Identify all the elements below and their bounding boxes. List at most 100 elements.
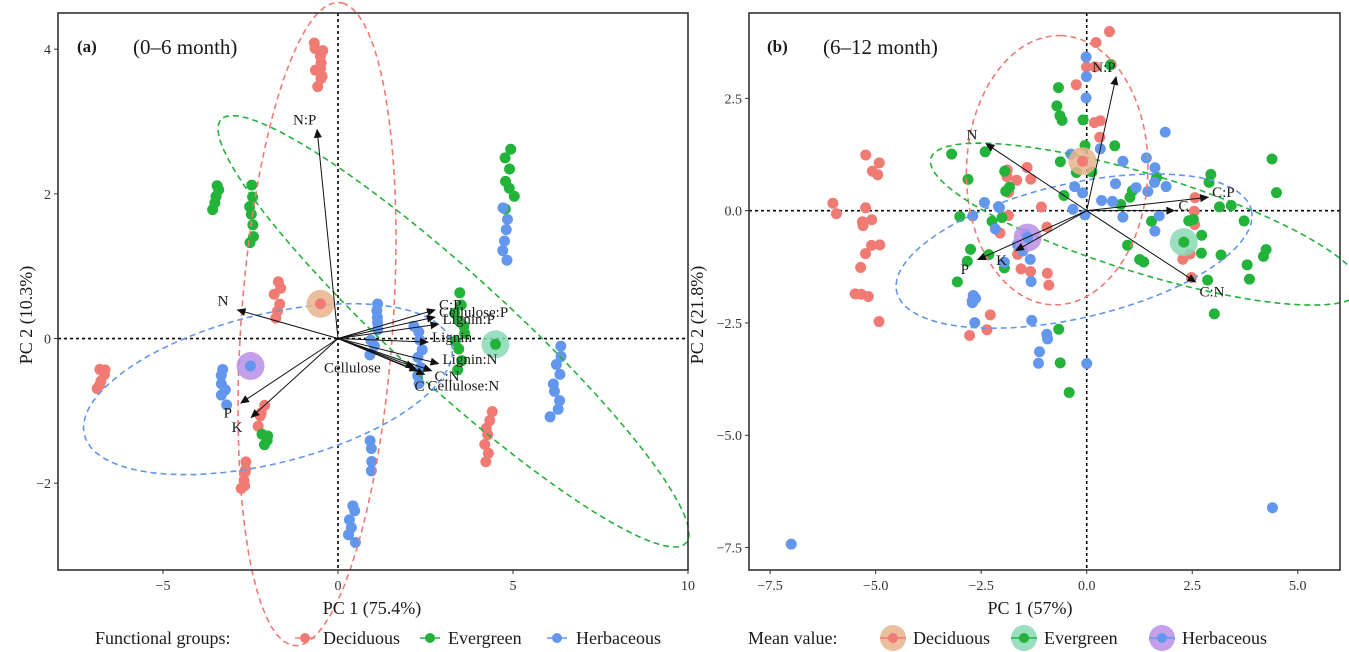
point-herbaceous (364, 435, 376, 447)
vector-lignin (337, 338, 424, 343)
point-evergreen (211, 180, 223, 192)
vector-cellulose (337, 338, 410, 366)
point-evergreen (1202, 274, 1214, 286)
vector-head-c-n (422, 364, 433, 372)
point-herbaceous (1159, 126, 1171, 138)
point-herbaceous (1160, 181, 1172, 193)
point-deciduous (240, 456, 252, 468)
x-tick-label: 0.0 (1078, 579, 1096, 594)
point-herbaceous (1081, 358, 1093, 370)
point-deciduous (1024, 265, 1036, 277)
point-deciduous (1070, 79, 1082, 91)
vector-label-p: P (961, 262, 969, 278)
point-herbaceous (1096, 194, 1108, 206)
point-evergreen (979, 146, 991, 158)
point-deciduous (866, 214, 878, 226)
point-herbaceous (499, 235, 511, 247)
point-deciduous (482, 447, 494, 459)
point-herbaceous (1117, 211, 1129, 223)
vector-label-cellulose-p: Cellulose:P (439, 305, 508, 321)
legend-label-evergreen: Evergreen (448, 628, 522, 648)
point-evergreen (1260, 244, 1272, 256)
point-deciduous (830, 208, 842, 220)
point-herbaceous (1110, 178, 1122, 190)
point-deciduous (827, 197, 839, 209)
point-herbaceous (554, 395, 566, 407)
point-herbaceous (978, 197, 990, 209)
vector-label-n-p: N:P (293, 113, 316, 129)
point-herbaceous (1026, 314, 1038, 326)
point-evergreen (961, 255, 973, 267)
point-deciduous (855, 261, 867, 273)
x-tick-label: 5 (510, 579, 517, 594)
panel-b-subtitle: (6–12 month) (823, 35, 938, 59)
vector-cellulose-p (337, 317, 431, 340)
point-herbaceous (501, 213, 513, 225)
point-herbaceous (347, 500, 359, 512)
vector-label-c-n: C:N (1199, 285, 1224, 301)
legend-mean-key-deciduous (880, 625, 906, 651)
series-herbaceous (785, 51, 1278, 550)
legend-mean-key-evergreen (1011, 625, 1037, 651)
point-herbaceous (215, 378, 227, 390)
point-herbaceous (1266, 502, 1278, 514)
vector-n (990, 146, 1087, 212)
point-evergreen (505, 143, 517, 155)
y-tick-label: 2 (44, 188, 51, 203)
legend-label-deciduous: Deciduous (323, 628, 400, 648)
vector-head-c-p (1199, 194, 1210, 203)
vector-p (244, 338, 339, 401)
x-tick-label: −5 (156, 579, 171, 594)
vector-p (982, 210, 1087, 259)
point-deciduous (486, 406, 498, 418)
legend-mean-dot-evergreen (1019, 633, 1029, 643)
vector-head-k (1014, 243, 1025, 252)
point-evergreen (962, 173, 974, 185)
point-deciduous (1103, 26, 1115, 38)
point-evergreen (1195, 247, 1207, 259)
vector-label-cellulose: Cellulose (324, 361, 381, 377)
point-herbaceous (1140, 152, 1152, 164)
vector-head-n-p (313, 128, 322, 139)
point-evergreen (244, 201, 256, 213)
point-evergreen (1146, 215, 1158, 227)
vector-head-k (250, 409, 260, 419)
vector-lignin-n (337, 338, 434, 363)
point-evergreen (1052, 82, 1064, 94)
point-deciduous (981, 324, 993, 336)
point-herbaceous (1024, 253, 1036, 265)
vector-label-k: K (996, 253, 1007, 269)
point-herbaceous (989, 223, 1001, 235)
point-herbaceous (366, 456, 378, 468)
point-herbaceous (408, 320, 420, 332)
legend-dot-herbaceous (552, 633, 562, 643)
point-herbaceous (349, 536, 361, 548)
point-evergreen (508, 190, 520, 202)
point-herbaceous (497, 202, 509, 214)
point-evergreen (999, 165, 1011, 177)
vector-n-p (1086, 81, 1116, 211)
x-tick-label: −5.0 (863, 579, 888, 594)
vector-head-cellulose (405, 360, 415, 369)
point-deciduous (856, 216, 868, 228)
point-deciduous (1011, 174, 1023, 186)
legend-means-title: Mean value: (748, 628, 837, 648)
point-evergreen (454, 287, 466, 299)
vector-k (254, 338, 339, 415)
series-deciduous (91, 37, 498, 494)
point-deciduous (1041, 267, 1053, 279)
vector-n-p (317, 134, 339, 339)
point-herbaceous (1077, 187, 1089, 199)
point-evergreen (455, 299, 467, 311)
vector-label-c-p: C:P (1212, 185, 1235, 201)
point-deciduous (1035, 201, 1047, 213)
panel-a-subtitle: (0–6 month) (133, 35, 237, 59)
mean-dot-deciduous (1076, 155, 1088, 167)
vector-c-p (337, 310, 431, 339)
ellipse-evergreen (217, 114, 690, 548)
point-herbaceous (1080, 92, 1092, 104)
x-tick-label: 5.0 (1289, 579, 1307, 594)
point-evergreen (1003, 181, 1015, 193)
point-deciduous (860, 202, 872, 214)
